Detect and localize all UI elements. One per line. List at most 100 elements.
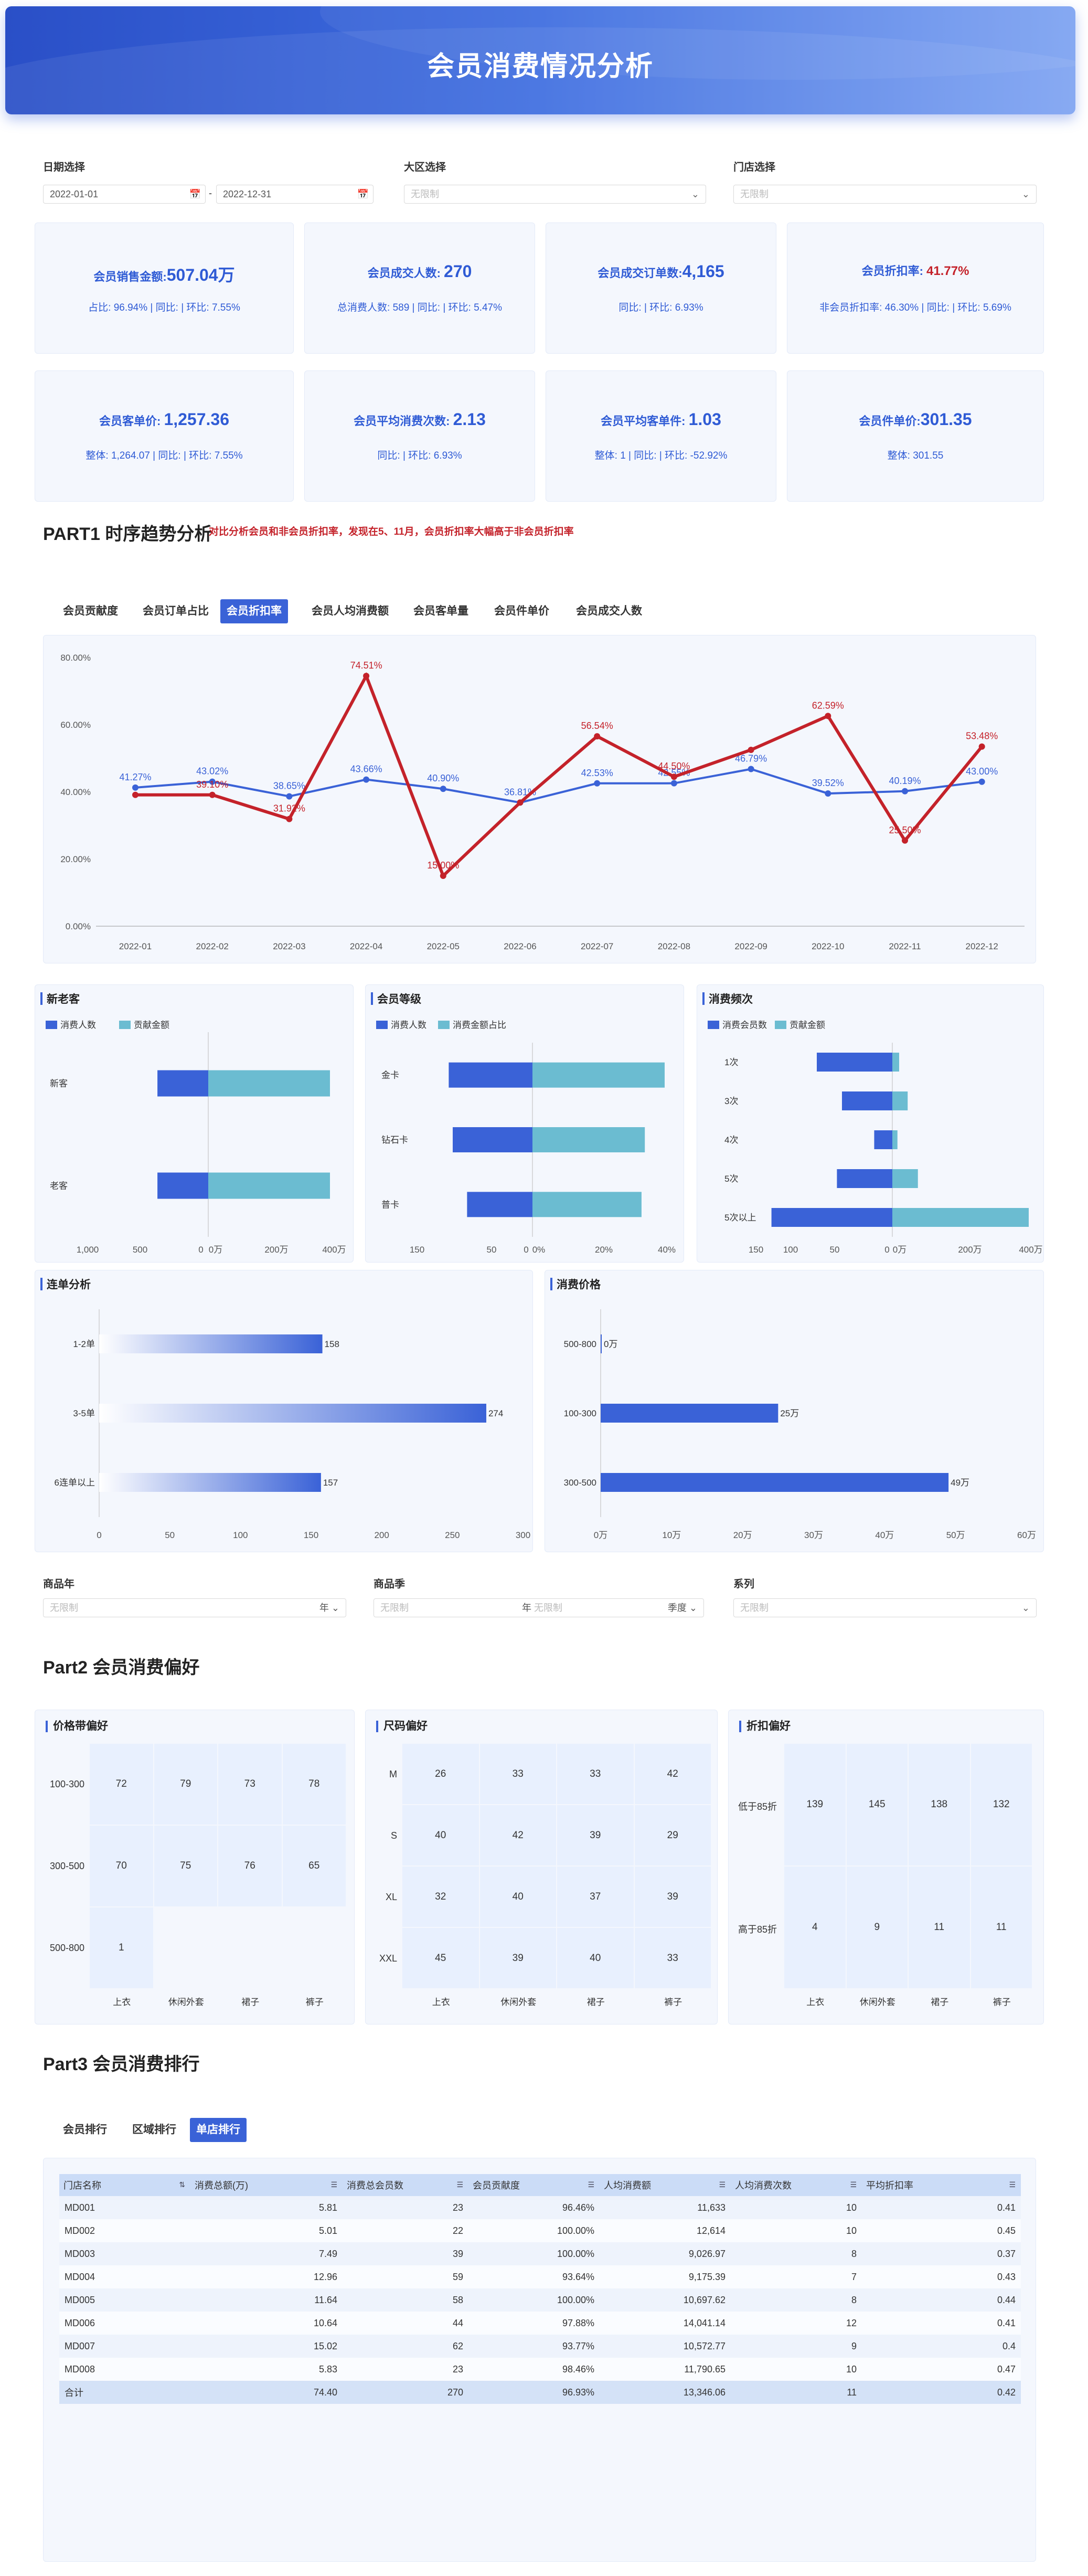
kpi-title: 会员客单价: 1,257.36 [35,410,293,429]
table-row[interactable]: MD002 5.01 22 100.00% 12,614 10 0.45 [59,2219,1021,2242]
kpi-title: 会员平均客单件: 1.03 [546,410,776,429]
bar-left [837,1169,892,1188]
table-cell: 0.4 [862,2335,1021,2358]
column-header[interactable]: 门店名称 ⇅ [59,2174,190,2196]
heatmap-cell: 45 [402,1928,479,1988]
bar [99,1473,321,1492]
col-label: 上衣 [806,1997,825,2007]
part1-tab[interactable]: 会员贡献度 [63,605,118,617]
store-filter-label: 门店选择 [733,162,775,173]
column-header[interactable]: 消费总会员数 ☰ [343,2174,468,2196]
x-tick-label: 10万 [662,1530,681,1540]
column-header[interactable]: 消费总额(万) ☰ [190,2174,343,2196]
discount-heatmap-panel: 折扣偏好 低于85折 139 145 138 132 高于85折 4 9 11 11 上衣 休闲外套 裙子… [728,1710,1044,2024]
table-row[interactable]: MD004 12.96 59 93.64% 9,175.39 7 0.43 [59,2265,1021,2288]
total-cell: 270 [343,2381,468,2404]
part1-title: PART1 时序趋势分析 [43,524,212,544]
bar-right [532,1192,642,1217]
filter-icon[interactable]: ☰ [719,2180,726,2189]
category-label: 钻石卡 [381,1135,408,1145]
column-header[interactable]: 平均折扣率 ☰ [862,2174,1021,2196]
table-row[interactable]: MD001 5.81 23 96.46% 11,633 10 0.41 [59,2196,1021,2219]
x-tick-label: 0万 [594,1530,607,1540]
column-header[interactable]: 会员贡献度 ☰ [468,2174,600,2196]
date-start-input[interactable]: 2022-01-01 📅 [43,185,206,204]
store-select[interactable]: 无限制 ⌄ [733,185,1037,204]
heatmap-cell: 37 [557,1867,634,1927]
part1-tab[interactable]: 会员折扣率 [220,599,288,623]
table-row[interactable]: MD006 10.64 44 97.88% 14,041.14 12 0.41 [59,2312,1021,2335]
category-label: 4次 [724,1135,738,1145]
column-header[interactable]: 人均消费次数 ☰ [731,2174,862,2196]
data-label: 42.53% [581,768,613,778]
price-band-heatmap-panel: 价格带偏好 100-300 72 79 73 78 300-500 70 75 76 65 500-8… [35,1710,355,2024]
x-tick-label: 50 [830,1245,840,1255]
bar-left [842,1091,892,1110]
column-header[interactable]: 人均消费额 ☰ [600,2174,731,2196]
sort-icon[interactable]: ⇅ [179,2180,185,2189]
series-select[interactable]: 无限制 ⌄ [733,1598,1037,1617]
filter-icon[interactable]: ☰ [330,2180,337,2189]
part1-tab[interactable]: 会员客单量 [413,605,468,617]
row-label: XL [385,1891,397,1902]
part3-tab[interactable]: 单店排行 [190,2118,247,2142]
kpi-value: 41.77% [926,264,969,278]
part3-tab[interactable]: 会员排行 [63,2124,107,2136]
x-tick-label: 2022-05 [427,941,460,951]
table-row[interactable]: MD008 5.83 23 98.46% 11,790.65 10 0.47 [59,2358,1021,2381]
filter-icon[interactable]: ☰ [850,2180,857,2189]
page-header: 会员消费情况分析 [5,6,1075,114]
bar-right [892,1130,898,1149]
table-cell: 9,026.97 [600,2242,731,2265]
table-cell: 10 [731,2219,862,2242]
heatmap-cell: 33 [479,1744,556,1804]
x-tick-label: 2022-09 [734,941,767,951]
table-cell: 97.88% [468,2312,600,2335]
table-cell: MD005 [59,2288,190,2312]
price-panel: 消费价格 0万 500-800 25万 100-300 49万 300-500 0万 10万 20… [545,1270,1044,1552]
data-point [363,776,370,783]
data-point [594,780,601,787]
category-label: 1次 [724,1057,738,1067]
x-tick-label: 40% [658,1245,676,1255]
year-select[interactable]: 无限制年 ⌄ [43,1598,346,1617]
x-tick-label: 2022-01 [119,941,152,951]
data-point [670,780,677,787]
filter-icon[interactable]: ☰ [1009,2180,1016,2189]
x-tick-label: 0万 [893,1245,906,1255]
table-row[interactable]: MD005 11.64 58 100.00% 10,697.62 8 0.44 [59,2288,1021,2312]
data-label: 25.50% [889,825,921,835]
bar-left [874,1130,892,1149]
part1-tab[interactable]: 会员人均消费额 [312,605,389,617]
x-tick-label: 300 [516,1530,530,1540]
filter-icon[interactable]: ☰ [588,2180,594,2189]
total-cell: 13,346.06 [600,2381,731,2404]
part1-tab[interactable]: 会员订单占比 [143,605,209,617]
x-tick-label: 50万 [946,1530,965,1540]
table-cell: 100.00% [468,2288,600,2312]
kpi-label: 会员折扣率: [861,264,927,278]
part1-tab[interactable]: 会员成交人数 [576,605,642,617]
data-label: 43.66% [350,764,382,775]
heatmap-cell: 33 [634,1928,711,1988]
part3-tab[interactable]: 区域排行 [132,2124,176,2136]
table-total-row: 合计 74.40 270 96.93% 13,346.06 11 0.42 [59,2381,1021,2404]
data-point [440,786,446,792]
x-tick-label: 20万 [733,1530,752,1540]
table-cell: MD006 [59,2312,190,2335]
table-row[interactable]: MD003 7.49 39 100.00% 9,026.97 8 0.37 [59,2242,1021,2265]
kpi-card: 会员成交订单数:4,165 同比: | 环比: 6.93% [546,222,776,354]
table-cell: 0.44 [862,2288,1021,2312]
total-cell: 74.40 [190,2381,343,2404]
table-row[interactable]: MD007 15.02 62 93.77% 10,572.77 9 0.4 [59,2335,1021,2358]
x-tick-label: 250 [445,1530,460,1540]
season-select[interactable]: 无限制年 无限制 季度 ⌄ [374,1598,704,1617]
region-select[interactable]: 无限制 ⌄ [404,185,706,204]
date-end-input[interactable]: 2022-12-31 📅 [216,185,374,204]
filter-icon[interactable]: ☰ [456,2180,463,2189]
heatmap-cell: 40 [402,1805,479,1865]
part1-tab[interactable]: 会员件单价 [494,605,549,617]
chart-title: 连单分析 [47,1278,91,1291]
kpi-subtext: 非会员折扣率: 46.30% | 同比: | 环比: 5.69% [819,302,1011,313]
x-tick-label: 400万 [1019,1245,1042,1255]
